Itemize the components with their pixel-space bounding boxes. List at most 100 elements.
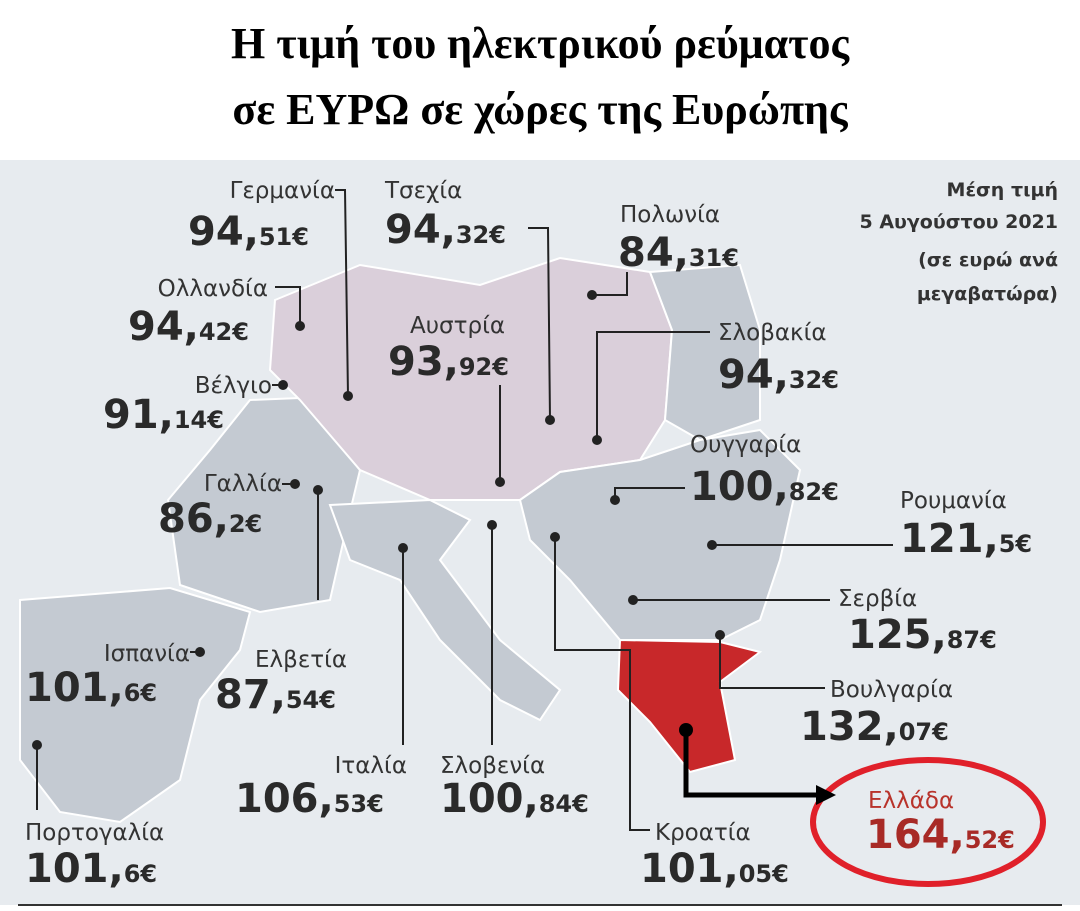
country-name: Ελλάδα xyxy=(868,788,954,814)
leader-dot xyxy=(278,380,288,390)
leader-dot xyxy=(628,595,638,605)
country-name: Ελβετία xyxy=(255,647,347,673)
country-name: Βέλγιο xyxy=(195,373,272,399)
title: Η τιμή του ηλεκτρικού ρεύματος σε ΕΥΡΩ σ… xyxy=(231,19,850,134)
leader-dot xyxy=(195,647,205,657)
price-small: 5€ xyxy=(999,530,1032,558)
price-small: 2€ xyxy=(229,510,262,538)
country-name: Γερμανία xyxy=(230,178,335,204)
leader-dot xyxy=(707,540,717,550)
price-small: 32€ xyxy=(456,221,506,249)
price: 84,31€ xyxy=(618,230,739,276)
price-small: 32€ xyxy=(789,366,839,394)
price-small: 87€ xyxy=(947,626,997,654)
highlight-circle xyxy=(810,757,1046,887)
country-name: Γαλλία xyxy=(204,471,282,497)
price-main: 84, xyxy=(618,230,689,276)
price: 121,5€ xyxy=(900,516,1032,562)
leader-dot xyxy=(32,740,42,750)
country-name: Ουγγαρία xyxy=(690,432,801,458)
price-small: 54€ xyxy=(286,686,336,714)
leader-dot xyxy=(592,435,602,445)
price: 101,05€ xyxy=(640,846,789,892)
price: 106,53€ xyxy=(235,776,384,822)
leader-dot xyxy=(343,391,353,401)
price-main: 164, xyxy=(866,812,965,858)
leader-dot xyxy=(313,485,323,495)
price-small: 6€ xyxy=(124,860,157,888)
price-main: 121, xyxy=(900,516,999,562)
leader-dot xyxy=(398,543,408,553)
leader-dot xyxy=(610,495,620,505)
arrow xyxy=(679,723,836,805)
leader-dot xyxy=(545,415,555,425)
price-main: 106, xyxy=(235,776,334,822)
leader-dot xyxy=(487,520,497,530)
price-main: 93, xyxy=(388,339,459,385)
leader-line xyxy=(596,331,710,440)
country-name: Σλοβενία xyxy=(440,753,545,779)
price-small: 82€ xyxy=(789,478,839,506)
price-small: 14€ xyxy=(174,406,224,434)
leader-dot xyxy=(290,479,300,489)
title-line: Η τιμή του ηλεκτρικού ρεύματος xyxy=(231,19,850,68)
title-line: σε ΕΥΡΩ σε χώρες της Ευρώπης xyxy=(232,85,849,134)
price: 164,52€ xyxy=(866,812,1015,858)
country-name: Ισπανία xyxy=(104,641,190,667)
price: 94,42€ xyxy=(128,304,249,350)
price-main: 100, xyxy=(440,776,539,822)
price-main: 94, xyxy=(188,209,259,255)
price: 101,6€ xyxy=(25,846,157,892)
price: 125,87€ xyxy=(848,612,997,658)
leader-line xyxy=(275,286,301,326)
price: 94,32€ xyxy=(385,207,506,253)
price-main: 87, xyxy=(215,672,286,718)
price: 93,92€ xyxy=(388,339,509,385)
price-main: 132, xyxy=(800,704,899,750)
price-main: 101, xyxy=(640,846,739,892)
note-line: Μέση τιμή xyxy=(947,179,1058,201)
price-small: 42€ xyxy=(199,318,249,346)
price-main: 125, xyxy=(848,612,947,658)
leader-dot xyxy=(587,290,597,300)
country-name: Πορτογαλία xyxy=(25,820,164,846)
price-small: 84€ xyxy=(539,790,589,818)
note-line: μεγαβατώρα) xyxy=(917,283,1058,305)
country-name: Τσεχία xyxy=(384,178,462,204)
price: 86,2€ xyxy=(158,496,262,542)
country-name: Ολλανδία xyxy=(158,276,268,302)
map xyxy=(19,256,802,824)
price-small: 07€ xyxy=(899,718,949,746)
price: 132,07€ xyxy=(800,704,949,750)
leader-dot xyxy=(495,477,505,487)
price-main: 101, xyxy=(25,665,124,711)
price-small: 53€ xyxy=(334,790,384,818)
leader-dot xyxy=(715,630,725,640)
note-line: 5 Αυγούστου 2021 xyxy=(860,211,1059,233)
price-main: 94, xyxy=(128,304,199,350)
leader-line xyxy=(554,537,650,831)
leader-line xyxy=(719,635,825,689)
price-small: 05€ xyxy=(739,860,789,888)
price-small: 92€ xyxy=(459,353,509,381)
price-small: 52€ xyxy=(965,826,1015,854)
price-small: 31€ xyxy=(689,244,739,272)
price-main: 86, xyxy=(158,496,229,542)
country-name: Ιταλία xyxy=(335,753,407,779)
country-name: Σερβία xyxy=(838,586,917,612)
leader-line xyxy=(592,272,628,296)
price-main: 94, xyxy=(385,207,456,253)
leader-dot xyxy=(295,321,305,331)
price-main: 100, xyxy=(690,464,789,510)
country-name: Πολωνία xyxy=(620,202,720,228)
price: 100,82€ xyxy=(690,464,839,510)
country-name: Κροατία xyxy=(655,820,751,846)
price: 87,54€ xyxy=(215,672,336,718)
price-small: 6€ xyxy=(124,679,157,707)
price: 100,84€ xyxy=(440,776,589,822)
country-name: Σλοβακία xyxy=(718,320,827,346)
country-name: Ρουμανία xyxy=(900,488,1007,514)
note: Μέση τιμή 5 Αυγούστου 2021 (σε ευρώ ανά … xyxy=(860,179,1059,305)
leader-dot xyxy=(550,532,560,542)
